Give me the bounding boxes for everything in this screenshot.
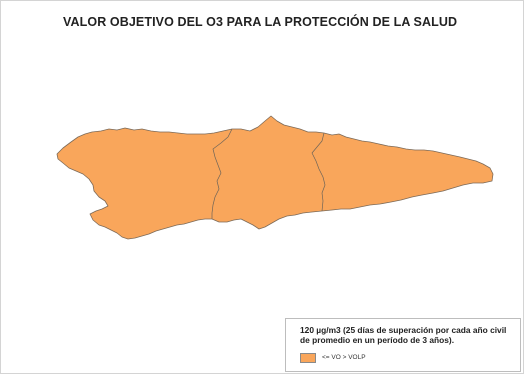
map-title: VALOR OBJETIVO DEL O3 PARA LA PROTECCIÓN…	[63, 15, 458, 29]
legend-title-line-1: 120 µg/m3 (25 días de superación por cad…	[300, 325, 507, 335]
legend-title-line-2: de promedio en un período de 3 años).	[300, 334, 455, 345]
legend-swatch	[300, 353, 316, 363]
map-legend: 120 µg/m3 (25 días de superación por cad…	[285, 318, 521, 372]
region-shape	[56, 115, 494, 240]
zone-boundary-west	[211, 128, 233, 219]
legend-item-label: <= VO > VOLP	[322, 354, 366, 361]
zone-boundary-east	[311, 132, 326, 212]
legend-title: 120 µg/m3 (25 días de superación por cad…	[300, 325, 507, 345]
